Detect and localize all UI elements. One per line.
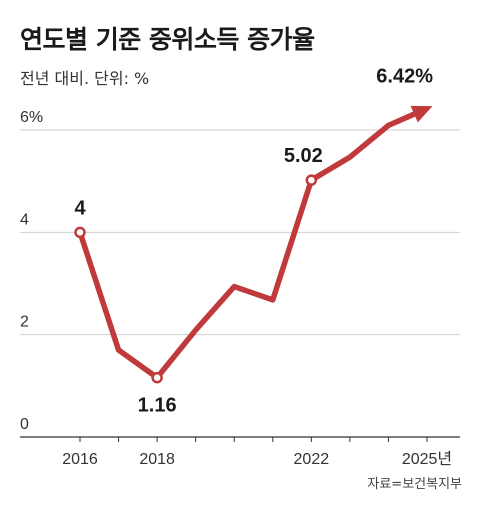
data-markers xyxy=(74,174,318,384)
gridlines xyxy=(20,129,460,336)
series-line-0 xyxy=(77,110,419,381)
y-axis-ticks: 0 2 4 6% xyxy=(20,109,43,433)
chart-title: 연도별 기준 중위소득 증가율 xyxy=(20,25,315,54)
y-tick-label: 4 xyxy=(20,211,29,228)
data-labels: 4 1.16 5.02 6.42% xyxy=(74,66,433,417)
y-tick-label: 0 xyxy=(20,416,29,433)
data-point-2022 xyxy=(305,174,318,186)
series-arrowhead xyxy=(410,105,433,123)
x-tick-label: 2018 xyxy=(139,451,175,468)
data-point-2016 xyxy=(74,226,86,239)
chart-subtitle: 전년 대비. 단위: % xyxy=(20,69,150,88)
x-tick-label: 2025년 xyxy=(402,450,452,468)
data-point-2018 xyxy=(151,371,163,384)
source-note: 자료=보건복지부 xyxy=(367,477,462,492)
data-label-2025: 6.42% xyxy=(376,66,433,88)
data-label-2016: 4 xyxy=(74,197,86,219)
x-tick-label: 2016 xyxy=(62,451,98,468)
x-tick-label: 2022 xyxy=(294,451,330,468)
x-axis: 2016 2018 2022 2025년 xyxy=(20,436,460,468)
series-lines xyxy=(77,105,433,381)
data-label-2018: 1.16 xyxy=(138,395,177,417)
data-label-2022: 5.02 xyxy=(284,145,323,167)
y-tick-label: 6% xyxy=(20,109,43,126)
y-tick-label: 2 xyxy=(20,314,29,331)
